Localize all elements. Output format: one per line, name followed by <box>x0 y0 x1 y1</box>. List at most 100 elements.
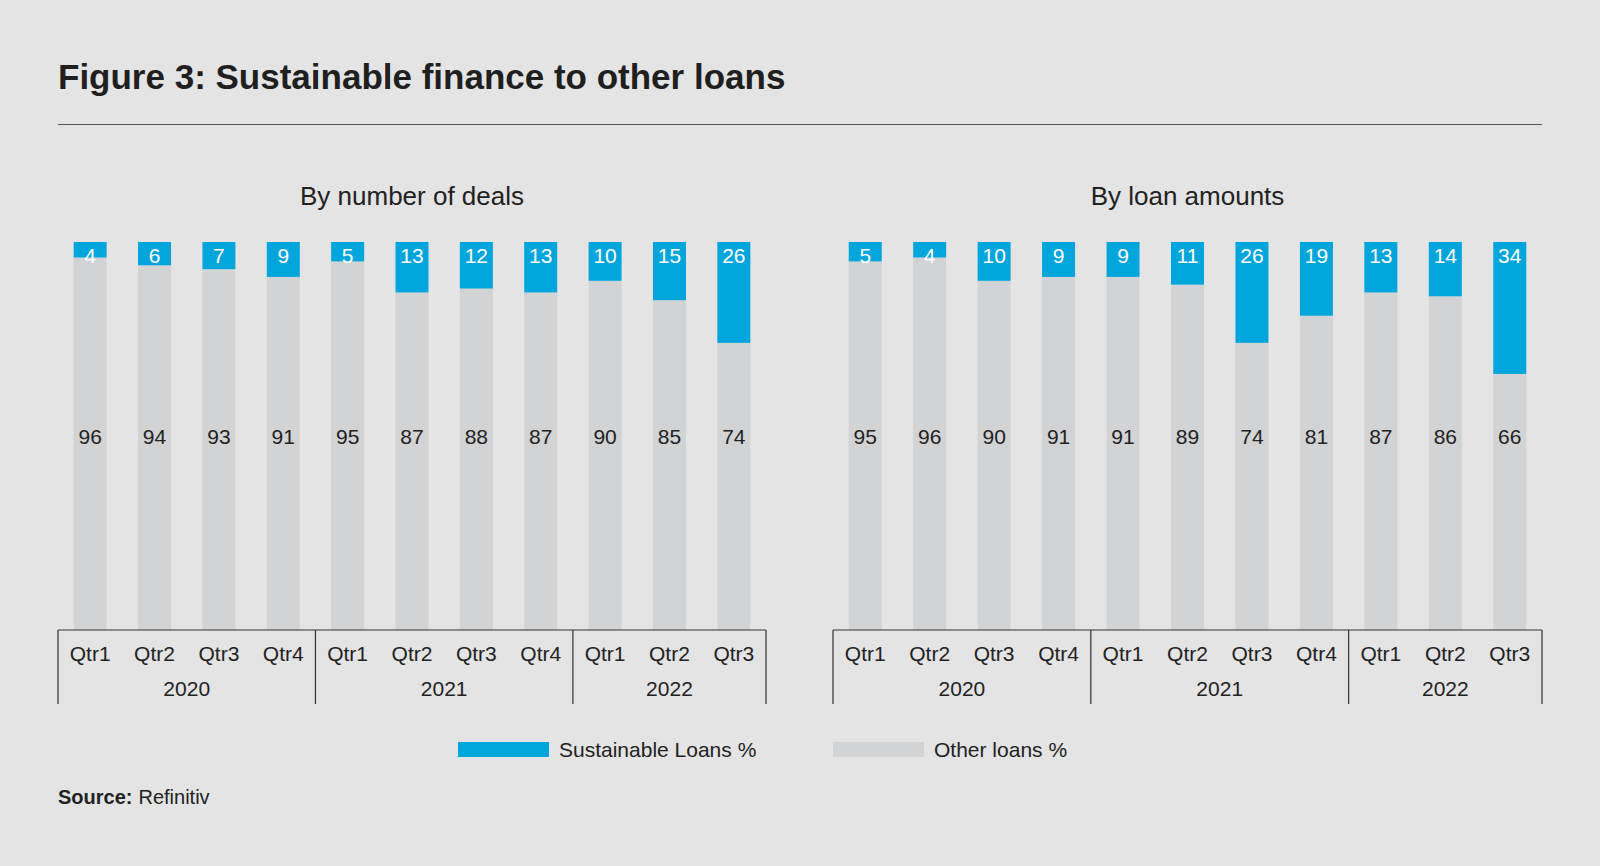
data-label: 34 <box>1498 244 1522 267</box>
data-label: 15 <box>658 244 681 267</box>
bar-segment <box>460 242 493 289</box>
data-label: 96 <box>918 425 941 448</box>
data-label: 87 <box>529 425 552 448</box>
data-label: 94 <box>143 425 167 448</box>
bar-segment <box>589 281 622 630</box>
bar-segment <box>396 292 429 630</box>
category-label: Qtr1 <box>327 642 368 665</box>
panel-title: By number of deals <box>300 181 524 211</box>
bar-segment <box>1429 242 1462 296</box>
category-label: Qtr2 <box>134 642 175 665</box>
background <box>0 0 1600 866</box>
legend-label: Sustainable Loans % <box>559 738 756 761</box>
group-label: 2021 <box>421 677 468 700</box>
data-label: 74 <box>722 425 746 448</box>
bar-segment <box>653 300 686 630</box>
bar-segment <box>1042 277 1075 630</box>
bar-segment <box>1300 242 1333 316</box>
group-separator <box>572 630 573 704</box>
legend-swatch <box>833 742 924 757</box>
data-label: 87 <box>400 425 423 448</box>
source-label: Source: <box>58 786 132 808</box>
data-label: 95 <box>854 425 877 448</box>
bar-segment <box>1235 242 1268 343</box>
bar-segment <box>978 281 1011 630</box>
source-text: Refinitiv <box>138 786 209 808</box>
data-label: 13 <box>400 244 423 267</box>
bar-segment <box>1107 242 1140 277</box>
group-separator <box>1541 630 1542 704</box>
category-label: Qtr2 <box>1425 642 1466 665</box>
data-label: 95 <box>336 425 359 448</box>
group-separator <box>57 630 58 704</box>
data-label: 88 <box>465 425 488 448</box>
group-label: 2020 <box>163 677 210 700</box>
data-label: 9 <box>277 244 289 267</box>
bar-segment <box>138 265 171 630</box>
category-label: Qtr3 <box>713 642 754 665</box>
bar-segment <box>1429 296 1462 630</box>
data-label: 91 <box>272 425 295 448</box>
bars <box>74 242 751 630</box>
x-axis: Qtr1Qtr2Qtr3Qtr4Qtr1Qtr2Qtr3Qtr4Qtr1Qtr2… <box>833 630 1542 704</box>
bar-segment <box>1235 343 1268 630</box>
category-label: Qtr2 <box>649 642 690 665</box>
data-label: 13 <box>529 244 552 267</box>
bar-segment <box>1171 285 1204 630</box>
category-label: Qtr1 <box>70 642 111 665</box>
panel-title: By loan amounts <box>1091 181 1285 211</box>
data-label: 91 <box>1111 425 1134 448</box>
bar-segment <box>849 261 882 630</box>
legend-label: Other loans % <box>934 738 1067 761</box>
data-label: 11 <box>1177 244 1199 267</box>
bar-segment <box>331 261 364 630</box>
data-label: 4 <box>924 244 936 267</box>
data-label: 26 <box>1240 244 1263 267</box>
data-label: 86 <box>1434 425 1457 448</box>
data-label: 74 <box>1240 425 1264 448</box>
bar-segment <box>1493 374 1526 630</box>
category-label: Qtr3 <box>1232 642 1273 665</box>
data-label: 90 <box>982 425 1005 448</box>
bar-segment <box>717 242 750 343</box>
category-label: Qtr4 <box>1296 642 1337 665</box>
bar-segment <box>1364 292 1397 630</box>
data-label: 91 <box>1047 425 1070 448</box>
group-label: 2022 <box>646 677 693 700</box>
x-axis: Qtr1Qtr2Qtr3Qtr4Qtr1Qtr2Qtr3Qtr4Qtr1Qtr2… <box>58 630 766 704</box>
category-label: Qtr3 <box>974 642 1015 665</box>
bar-segment <box>1107 277 1140 630</box>
bar-segment <box>653 242 686 300</box>
axis-line <box>833 629 1542 630</box>
data-label: 93 <box>207 425 230 448</box>
data-label: 9 <box>1053 244 1065 267</box>
category-label: Qtr4 <box>263 642 304 665</box>
data-label: 66 <box>1498 425 1521 448</box>
category-label: Qtr1 <box>1103 642 1144 665</box>
bar-segment <box>1300 316 1333 630</box>
title-rule <box>58 124 1542 125</box>
group-separator <box>1348 630 1349 704</box>
data-label: 96 <box>79 425 102 448</box>
data-label: 81 <box>1305 425 1328 448</box>
bar-segment <box>396 242 429 292</box>
data-label: 19 <box>1305 244 1328 267</box>
category-label: Qtr3 <box>1489 642 1530 665</box>
category-label: Qtr1 <box>845 642 886 665</box>
bar-segment <box>1042 242 1075 277</box>
data-label: 13 <box>1369 244 1392 267</box>
bar-segment <box>1364 242 1397 292</box>
data-labels: 9559649010919919891174268119871386146634 <box>854 244 1522 448</box>
source: Source: Refinitiv <box>58 786 210 808</box>
data-label: 90 <box>593 425 616 448</box>
bar-segment <box>913 258 946 630</box>
data-label: 26 <box>722 244 745 267</box>
category-label: Qtr1 <box>585 642 626 665</box>
bar-segment <box>202 242 235 269</box>
axis-line <box>58 629 766 630</box>
group-label: 2022 <box>1422 677 1469 700</box>
data-label: 87 <box>1369 425 1392 448</box>
bar-segment <box>267 242 300 277</box>
category-label: Qtr2 <box>1167 642 1208 665</box>
data-label: 5 <box>342 244 354 267</box>
